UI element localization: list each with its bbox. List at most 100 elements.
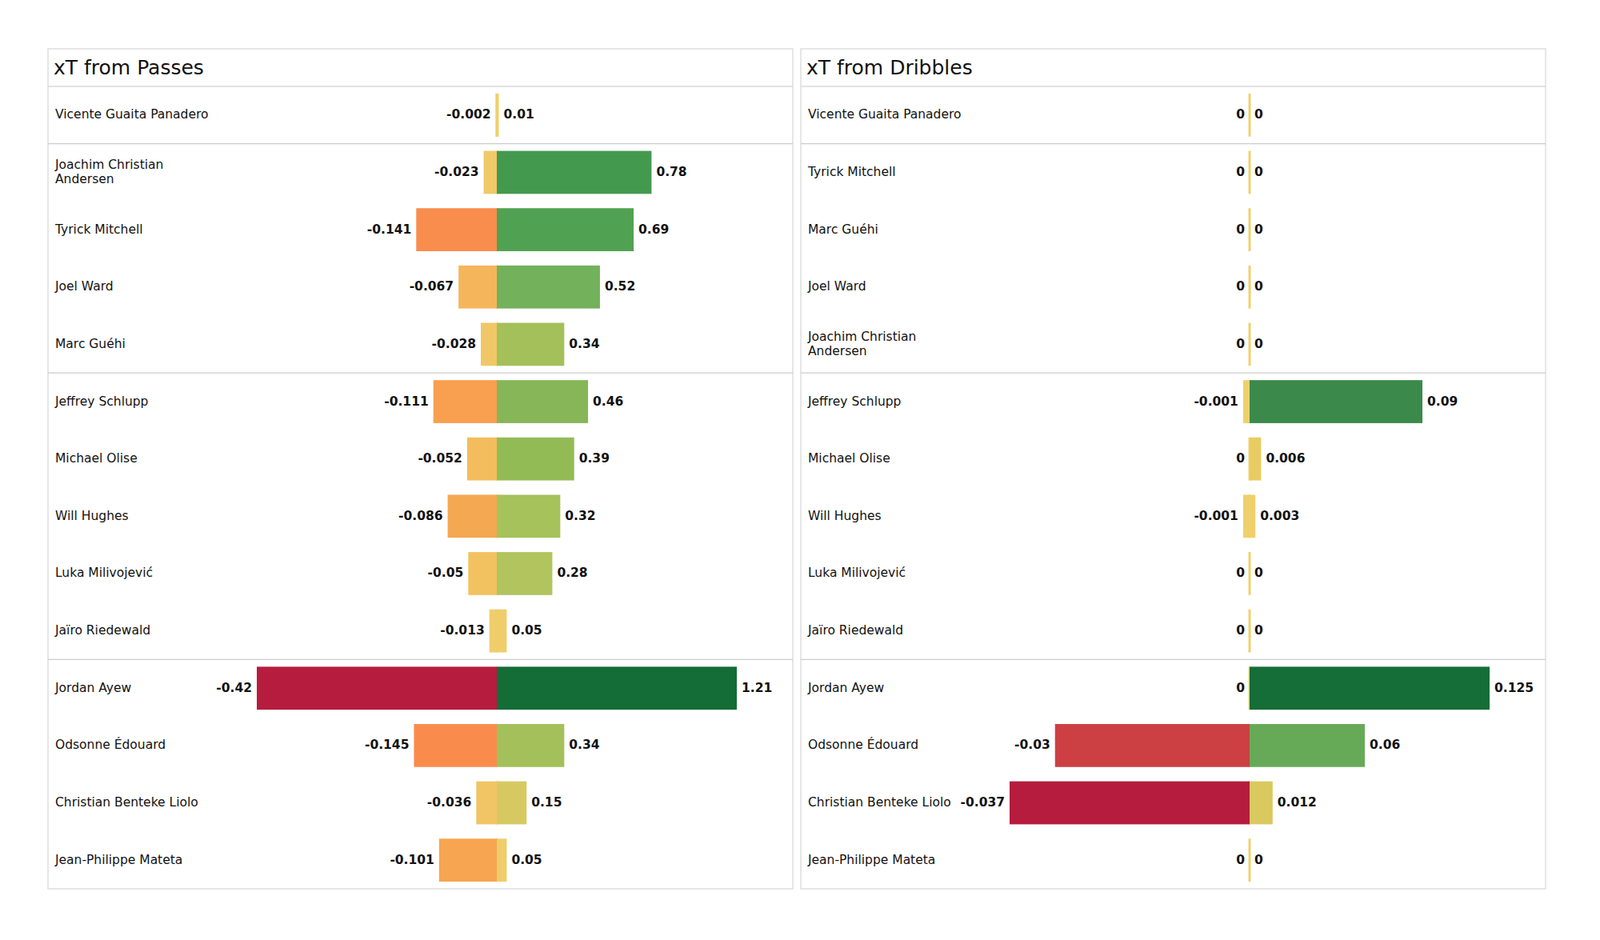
data-label: -0.101 bbox=[389, 852, 434, 868]
data-label: 0 bbox=[1236, 680, 1245, 696]
data-label: -0.05 bbox=[428, 565, 464, 580]
category-label-line: Michael Olise bbox=[55, 451, 138, 466]
category-label: Jeffrey Schlupp bbox=[54, 394, 148, 409]
bar-positive bbox=[496, 151, 652, 195]
bar-negative bbox=[496, 93, 497, 137]
zero-line bbox=[496, 93, 499, 137]
bar-positive bbox=[1249, 494, 1256, 538]
category-label: Jeffrey Schlupp bbox=[807, 394, 901, 409]
data-label: -0.037 bbox=[960, 795, 1005, 810]
data-label: 0.06 bbox=[1369, 737, 1400, 752]
bar-positive bbox=[1249, 208, 1251, 252]
category-label: Vicente Guaita Panadero bbox=[808, 107, 962, 122]
category-label-line: Jaïro Riedewald bbox=[807, 623, 904, 638]
panel: xT from DribblesVicente Guaita PanaderoT… bbox=[800, 48, 1546, 889]
category-label: Jordan Ayew bbox=[807, 680, 885, 696]
category-label-line: Odsonne Édouard bbox=[808, 736, 919, 752]
bar-negative bbox=[1249, 323, 1251, 367]
category-label: Tyrick Mitchell bbox=[54, 222, 144, 237]
category-label-line: Jordan Ayew bbox=[807, 680, 885, 696]
data-label: -0.013 bbox=[440, 623, 484, 638]
data-label: -0.141 bbox=[367, 222, 412, 237]
bar-negative bbox=[416, 208, 497, 252]
category-label-line: Jeffrey Schlupp bbox=[54, 394, 148, 409]
panel: xT from PassesVicente Guaita PanaderoJoa… bbox=[48, 48, 793, 889]
category-label: Michael Olise bbox=[55, 451, 138, 466]
data-label: -0.086 bbox=[398, 508, 443, 524]
data-label: 0 bbox=[1254, 852, 1264, 868]
category-label: Jaïro Riedewald bbox=[54, 623, 151, 638]
category-label: Vicente Guaita Panadero bbox=[55, 107, 209, 122]
bar-negative bbox=[1249, 552, 1251, 596]
category-label: Jordan Ayew bbox=[54, 680, 132, 696]
category-label-line: Jean-Philippe Mateta bbox=[807, 852, 936, 868]
data-label: 0 bbox=[1236, 623, 1245, 638]
category-label-line: Vicente Guaita Panadero bbox=[808, 107, 962, 122]
bar-positive bbox=[1249, 265, 1251, 309]
zero-line bbox=[1248, 93, 1252, 137]
bar-negative bbox=[448, 494, 497, 538]
bar-negative bbox=[439, 838, 497, 882]
data-label: 0.78 bbox=[656, 164, 687, 180]
bar-positive bbox=[496, 380, 588, 424]
data-label: 0 bbox=[1254, 565, 1264, 580]
data-label: 0 bbox=[1254, 222, 1264, 237]
category-label-line: Vicente Guaita Panadero bbox=[55, 107, 209, 122]
category-label: Jean-Philippe Mateta bbox=[807, 852, 936, 868]
bar-positive bbox=[496, 609, 507, 653]
bar-negative bbox=[413, 724, 497, 768]
data-label: 0.28 bbox=[556, 565, 588, 580]
bar-negative bbox=[489, 609, 497, 653]
category-label-line: Jeffrey Schlupp bbox=[807, 394, 901, 409]
group-separator bbox=[800, 659, 1546, 660]
category-label: Luka Milivojević bbox=[808, 565, 906, 580]
group-separator bbox=[800, 143, 1546, 144]
panel-frame bbox=[800, 48, 1546, 889]
category-label-line: Joachim Christian bbox=[807, 329, 916, 344]
header-line bbox=[800, 85, 1546, 87]
data-label: -0.03 bbox=[1014, 737, 1051, 752]
category-label-line: Jordan Ayew bbox=[54, 680, 132, 696]
zero-line bbox=[1248, 323, 1252, 367]
category-label: Joel Ward bbox=[807, 279, 867, 294]
bar-negative bbox=[1009, 781, 1250, 825]
data-label: 0 bbox=[1236, 336, 1245, 352]
category-label: Will Hughes bbox=[55, 508, 129, 524]
data-label: 0 bbox=[1236, 565, 1245, 580]
data-label: -0.111 bbox=[384, 394, 428, 409]
data-label: 0.012 bbox=[1277, 795, 1317, 810]
category-label: Joel Ward bbox=[54, 279, 114, 294]
data-label: 0 bbox=[1236, 852, 1245, 868]
category-label-line: Michael Olise bbox=[808, 451, 891, 466]
category-label-line: Will Hughes bbox=[55, 508, 129, 524]
bar-positive bbox=[1249, 609, 1251, 653]
title: xT from Passes bbox=[53, 56, 204, 80]
data-label: 0.09 bbox=[1427, 394, 1458, 409]
bar-positive bbox=[1249, 93, 1251, 137]
bar-positive bbox=[496, 666, 737, 710]
category-label-line: Tyrick Mitchell bbox=[807, 164, 896, 180]
bar-positive bbox=[496, 494, 560, 538]
data-label: 0.05 bbox=[511, 852, 542, 868]
bar-negative bbox=[433, 380, 497, 424]
data-label: -0.42 bbox=[216, 680, 252, 696]
bar-negative bbox=[480, 323, 497, 367]
bar-negative bbox=[1243, 494, 1250, 538]
data-label: -0.002 bbox=[446, 107, 491, 122]
zero-line bbox=[1248, 265, 1252, 309]
bar-positive bbox=[496, 724, 564, 768]
data-label: 0 bbox=[1236, 164, 1245, 180]
bar-positive bbox=[1249, 838, 1251, 882]
category-label: Will Hughes bbox=[808, 508, 882, 524]
data-label: -0.036 bbox=[427, 795, 472, 810]
data-label: 0.006 bbox=[1265, 451, 1305, 466]
data-label: 0.69 bbox=[638, 222, 669, 237]
data-label: 0.125 bbox=[1494, 680, 1534, 696]
data-label: 0.003 bbox=[1260, 508, 1300, 524]
data-labels: -0.002-0.023-0.141-0.067-0.028-0.111-0.0… bbox=[216, 107, 772, 867]
bar-positive bbox=[496, 781, 527, 825]
bar-negative bbox=[1249, 208, 1251, 252]
bar-positive bbox=[1249, 323, 1251, 367]
bar-positive bbox=[496, 437, 575, 481]
bar-negative bbox=[1243, 380, 1250, 424]
